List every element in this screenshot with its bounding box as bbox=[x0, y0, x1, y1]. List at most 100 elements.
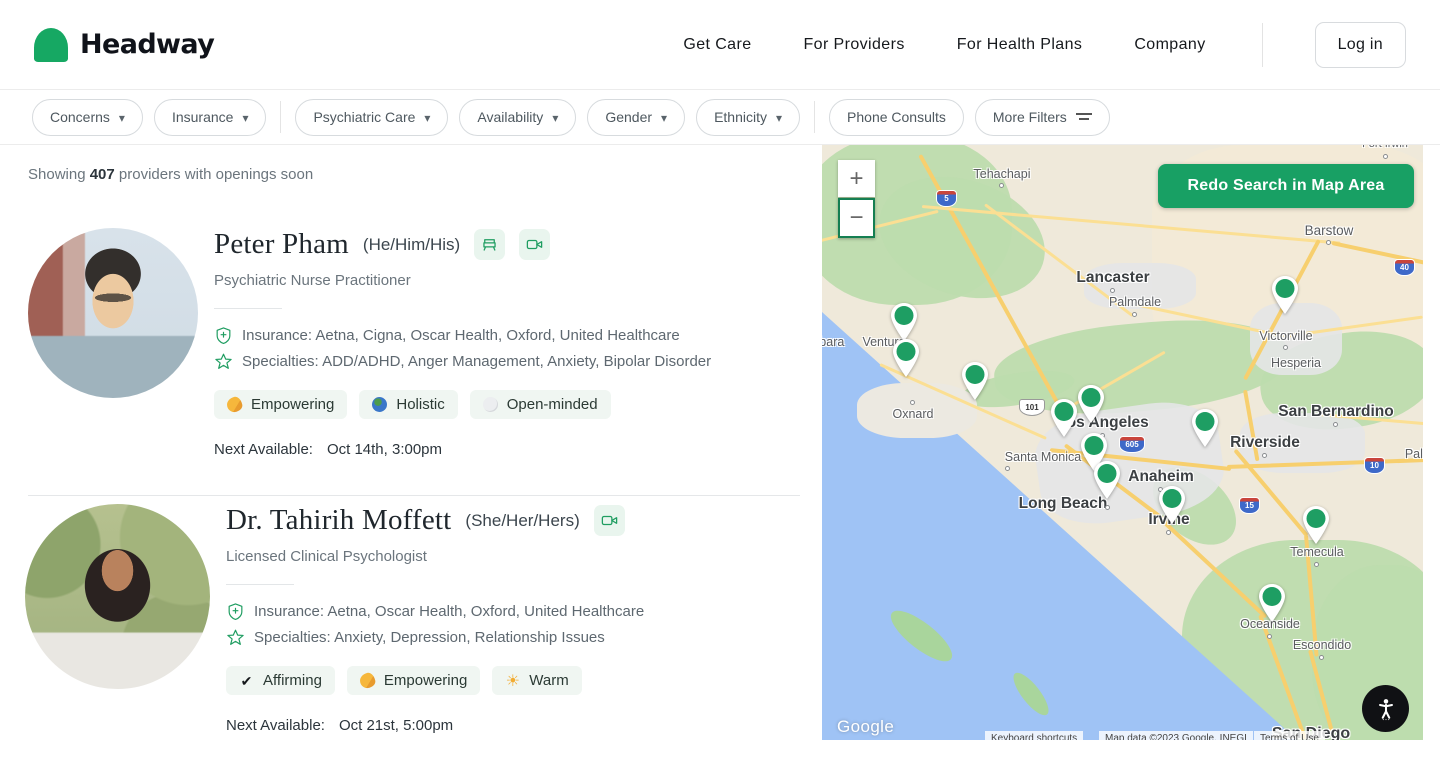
map-pin[interactable] bbox=[1300, 505, 1332, 545]
nav-get-care[interactable]: Get Care bbox=[683, 35, 752, 53]
content-area: Showing 407 providers with openings soon… bbox=[0, 145, 1440, 777]
filter-ethnicity[interactable]: Ethnicity bbox=[696, 98, 801, 136]
tag-pill: Empowering bbox=[214, 390, 348, 419]
results-count-text: Showing 407 providers with openings soon bbox=[28, 166, 314, 183]
filter-psychiatric-care[interactable]: Psychiatric Care bbox=[295, 98, 449, 136]
redo-search-button[interactable]: Redo Search in Map Area bbox=[1158, 164, 1414, 208]
nav-for-health-plans[interactable]: For Health Plans bbox=[956, 35, 1083, 53]
zoom-in-button[interactable]: + bbox=[838, 160, 875, 197]
filter-availability[interactable]: Availability bbox=[459, 98, 577, 136]
next-available-row: Next Available: Oct 14th, 3:00pm bbox=[214, 441, 443, 458]
city-label: Barstow bbox=[1304, 223, 1354, 238]
city-dot bbox=[1132, 312, 1137, 317]
filter-more-filters[interactable]: More Filters bbox=[974, 98, 1110, 136]
map-pin[interactable] bbox=[1075, 384, 1107, 424]
results-count: 407 bbox=[89, 166, 115, 183]
shield-plus-icon bbox=[216, 327, 231, 345]
city-dot bbox=[999, 183, 1004, 188]
sliders-filter-icon bbox=[1075, 112, 1092, 122]
map-pin[interactable] bbox=[1078, 432, 1110, 472]
tag-pill: Empowering bbox=[346, 666, 481, 695]
divider bbox=[226, 584, 294, 585]
map-pin[interactable] bbox=[888, 302, 920, 342]
provider-card-tahirih-moffett[interactable]: Dr. Tahirih Moffett (She/Her/Hers) Licen… bbox=[25, 504, 822, 734]
map[interactable]: 5 40 101 605 10 15 Fort Irwin Tehachapi … bbox=[822, 145, 1423, 740]
city-label: Hesperia bbox=[1270, 356, 1322, 370]
interstate-15-shield: 15 bbox=[1240, 498, 1259, 513]
login-button[interactable]: Log in bbox=[1314, 21, 1406, 68]
google-logo[interactable]: Google bbox=[837, 717, 895, 736]
provider-card-peter-pham[interactable]: Peter Pham (He/Him/His) Psychiatric Nurs… bbox=[28, 228, 822, 458]
city-dot bbox=[1110, 288, 1115, 293]
specialties-row: Specialties: ADD/ADHD, Anger Management,… bbox=[214, 352, 711, 371]
interstate-605-shield: 605 bbox=[1120, 437, 1144, 452]
map-pin[interactable] bbox=[1156, 485, 1188, 525]
city-label: Tehachapi bbox=[973, 167, 1031, 181]
filter-insurance[interactable]: Insurance bbox=[153, 98, 267, 136]
map-pin[interactable] bbox=[1048, 398, 1080, 438]
city-label: Long Beach bbox=[1018, 495, 1108, 512]
insurance-values: Aetna, Cigna, Oscar Health, Oxford, Unit… bbox=[315, 327, 680, 344]
keyboard-shortcuts-link[interactable]: Keyboard shortcuts bbox=[985, 731, 1084, 740]
specialties-row: Specialties: Anxiety, Depression, Relati… bbox=[226, 628, 644, 647]
accessibility-widget-button[interactable] bbox=[1362, 685, 1409, 732]
in-person-chair-icon bbox=[474, 229, 506, 260]
map-pin[interactable] bbox=[959, 361, 991, 401]
chevron-down-icon bbox=[242, 109, 248, 125]
city-dot bbox=[1326, 240, 1331, 245]
city-dot bbox=[1333, 422, 1338, 427]
map-pin[interactable] bbox=[1189, 408, 1221, 448]
map-pin[interactable] bbox=[890, 338, 922, 378]
city-label: Oceanside bbox=[1240, 617, 1300, 631]
video-visit-icon bbox=[519, 229, 551, 260]
next-available-row: Next Available: Oct 21st, 5:00pm bbox=[226, 717, 454, 734]
city-label: Santa Monica bbox=[1004, 450, 1082, 464]
nav-for-providers[interactable]: For Providers bbox=[803, 35, 905, 53]
zoom-out-button[interactable]: − bbox=[838, 198, 875, 238]
headway-logo-icon bbox=[34, 27, 68, 62]
city-dot bbox=[1005, 466, 1010, 471]
filter-divider bbox=[814, 101, 816, 133]
accessibility-person-icon bbox=[1378, 698, 1393, 720]
tag-pill: Affirming bbox=[226, 666, 335, 695]
tag-pill: Warm bbox=[492, 666, 582, 695]
nav-company[interactable]: Company bbox=[1134, 35, 1206, 53]
map-pin[interactable] bbox=[1091, 460, 1123, 500]
us-101-shield: 101 bbox=[1020, 400, 1044, 415]
city-dot bbox=[1158, 487, 1163, 492]
brand-name: Headway bbox=[80, 29, 215, 60]
city-label: Lancaster bbox=[1076, 269, 1150, 286]
flex-emoji-icon bbox=[225, 395, 244, 414]
city-label: Anaheim bbox=[1128, 468, 1194, 485]
provider-pronouns: (She/Her/Hers) bbox=[465, 510, 580, 530]
city-label: Fort Irwin bbox=[1362, 145, 1408, 150]
header: Headway Get Care For Providers For Healt… bbox=[0, 0, 1440, 90]
map-pin[interactable] bbox=[1256, 583, 1288, 623]
next-available-value: Oct 21st, 5:00pm bbox=[338, 717, 454, 734]
provider-avatar[interactable] bbox=[25, 504, 210, 689]
map-urban-area bbox=[1084, 263, 1196, 309]
city-dot bbox=[1166, 530, 1171, 535]
nav-divider bbox=[1261, 22, 1263, 67]
card-divider bbox=[28, 495, 800, 496]
divider bbox=[214, 308, 282, 309]
headway-logo[interactable]: Headway bbox=[34, 27, 215, 62]
provider-name[interactable]: Dr. Tahirih Moffett bbox=[226, 504, 452, 536]
filter-gender[interactable]: Gender bbox=[587, 98, 686, 136]
map-pin[interactable] bbox=[1269, 275, 1301, 315]
city-label: Temecula bbox=[1290, 545, 1344, 559]
chevron-down-icon bbox=[776, 109, 782, 125]
insurance-values: Aetna, Oscar Health, Oxford, United Heal… bbox=[327, 603, 645, 620]
thought-bubble-emoji-icon bbox=[482, 397, 498, 412]
city-dot bbox=[1383, 154, 1388, 159]
insurance-row: Insurance: Aetna, Oscar Health, Oxford, … bbox=[226, 602, 644, 621]
tag-pill: Holistic bbox=[359, 390, 458, 419]
provider-name[interactable]: Peter Pham bbox=[214, 228, 349, 260]
filter-phone-consults[interactable]: Phone Consults bbox=[829, 98, 964, 136]
filter-concerns[interactable]: Concerns bbox=[32, 98, 143, 136]
city-dot bbox=[1267, 634, 1272, 639]
terms-of-use-link[interactable]: Terms of Use bbox=[1254, 731, 1325, 740]
flex-emoji-icon bbox=[358, 671, 377, 690]
provider-avatar[interactable] bbox=[28, 228, 198, 398]
provider-pronouns: (He/Him/His) bbox=[362, 234, 461, 254]
